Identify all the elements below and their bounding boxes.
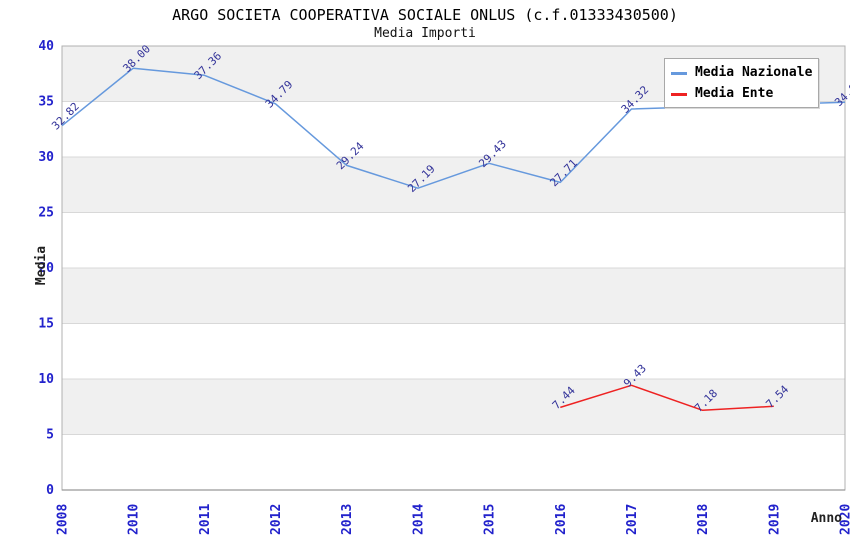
x-tick-label: 2017 bbox=[625, 504, 640, 535]
plot-band bbox=[62, 379, 845, 435]
y-tick-label: 10 bbox=[38, 372, 54, 387]
x-tick-label: 2008 bbox=[56, 504, 71, 535]
legend-label-media-nazionale: Media Nazionale bbox=[695, 65, 813, 80]
chart-subtitle: Media Importi bbox=[374, 26, 476, 41]
x-tick-label: 2015 bbox=[483, 504, 498, 535]
legend-item-media-nazionale: Media Nazionale bbox=[671, 65, 812, 81]
x-tick-label: 2014 bbox=[411, 504, 426, 535]
x-tick-label: 2012 bbox=[269, 504, 284, 535]
x-tick-label: 2018 bbox=[696, 504, 711, 535]
plot-band bbox=[62, 212, 845, 268]
x-tick-label: 2010 bbox=[127, 504, 142, 535]
legend-label-media-ente: Media Ente bbox=[695, 86, 774, 101]
y-tick-label: 35 bbox=[38, 95, 54, 110]
y-tick-label: 5 bbox=[46, 428, 54, 443]
y-tick-label: 0 bbox=[46, 483, 54, 498]
chart-title: ARGO SOCIETA COOPERATIVA SOCIALE ONLUS (… bbox=[172, 6, 678, 24]
media-ente-line-swatch bbox=[671, 92, 687, 96]
plot-band bbox=[62, 323, 845, 379]
media-nazionale-line-swatch bbox=[671, 71, 687, 75]
y-tick-label: 20 bbox=[38, 261, 54, 276]
plot-band bbox=[62, 101, 845, 157]
series-line-media-ente bbox=[560, 384, 774, 412]
plot-band bbox=[62, 434, 845, 490]
y-tick-label: 15 bbox=[38, 317, 54, 332]
plot-band bbox=[62, 157, 845, 213]
x-axis-title: Anno bbox=[810, 511, 842, 526]
x-tick-label: 2011 bbox=[198, 504, 213, 535]
plot-band bbox=[62, 268, 845, 324]
x-tick-label: 2020 bbox=[839, 504, 850, 535]
y-tick-label: 25 bbox=[38, 206, 54, 221]
y-axis-title: Media bbox=[34, 245, 50, 286]
legend-item-media-ente: Media Ente bbox=[671, 86, 812, 102]
x-tick-label: 2013 bbox=[340, 504, 355, 535]
x-tick-label: 2019 bbox=[767, 504, 782, 535]
y-tick-label: 40 bbox=[38, 39, 54, 54]
legend: Media Nazionale Media Ente bbox=[664, 58, 820, 108]
y-tick-label: 30 bbox=[38, 150, 54, 165]
x-tick-label: 2016 bbox=[554, 504, 569, 535]
